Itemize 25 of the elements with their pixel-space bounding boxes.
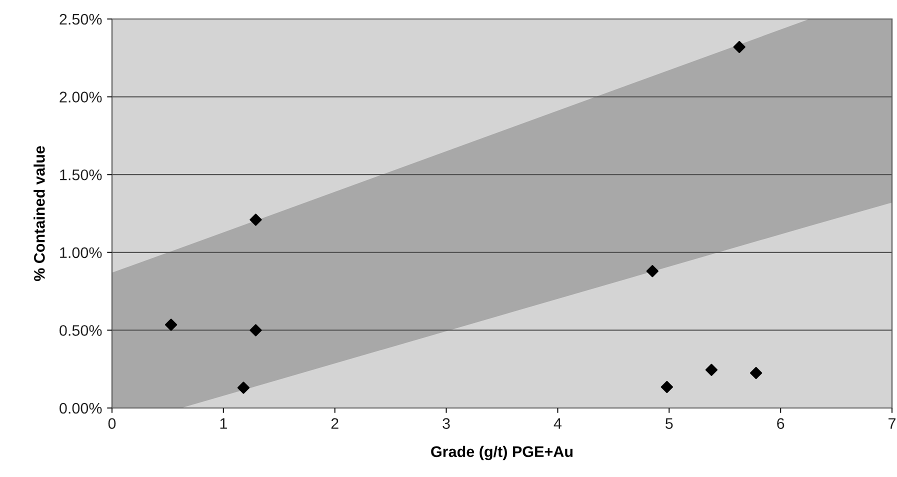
point	[660, 380, 673, 394]
point	[733, 40, 746, 54]
y-tick-label: 1.50%	[60, 169, 102, 180]
point	[250, 214, 262, 226]
x-tick-label: 1	[220, 418, 227, 429]
point	[164, 318, 178, 331]
y-tick-label: 2.00%	[60, 92, 102, 102]
y-tick-label: 1.00%	[60, 247, 102, 258]
point	[705, 364, 718, 376]
y-axis-title: % Contained value	[34, 146, 45, 282]
y-tick-label: 2.50%	[60, 14, 102, 25]
point	[237, 382, 250, 394]
x-tick-label: 3	[442, 418, 450, 429]
x-tick-label: 2	[331, 418, 338, 429]
x-tick-label: 5	[666, 418, 673, 429]
x-tick-label: 6	[777, 418, 784, 429]
point	[750, 366, 762, 380]
x-axis-title: Grade (g/t) PGE+Au	[431, 446, 573, 460]
point	[646, 265, 659, 278]
x-tick-label: 4	[554, 418, 562, 429]
x-tick-label: 0	[108, 418, 116, 429]
point	[250, 324, 262, 336]
x-tick-label: 7	[888, 418, 896, 429]
y-tick-label: 0.50%	[60, 325, 102, 336]
y-tick-label: 0.00%	[60, 402, 102, 414]
